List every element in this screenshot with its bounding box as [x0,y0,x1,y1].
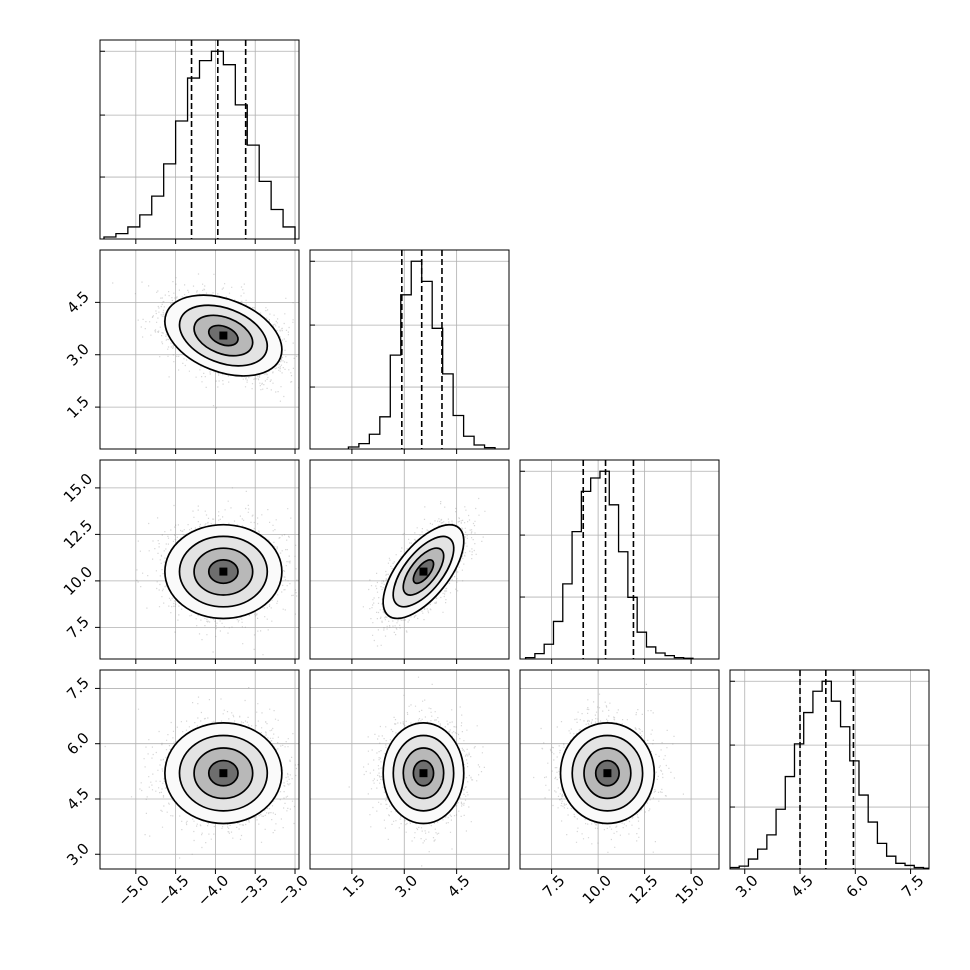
x-tick-label: −3.5 [234,871,272,909]
scatter-panel-2-3: 7.5 10.0 12.5 15.0 [519,669,720,908]
contour-line-3 [207,759,239,787]
x-tick-label: 3.0 [392,871,422,901]
y-tick-label: 3.0 [63,340,93,370]
contour-line-2 [193,747,254,800]
scatter-layer [112,273,299,409]
y-tick-label: 10.0 [60,563,96,599]
contour-line-0 [164,523,283,620]
panel-frame [309,249,510,450]
histogram-step-0 [103,50,296,239]
contour-line-3 [207,324,239,347]
x-tick-label: 4.5 [787,871,817,901]
x-tick-label: 12.5 [625,871,661,907]
scatter-panel-1-2 [309,459,510,664]
y-tick-label: 12.5 [60,516,96,552]
y-tick-label: 7.5 [63,674,93,704]
x-tick-label: −3.0 [273,871,311,909]
x-tick-label: 7.5 [898,871,928,901]
scatter-panel-0-2: 7.5 10.0 12.5 15.0 [60,459,300,664]
density-peak [219,331,228,340]
scatter-panel-0-1: 1.5 3.0 4.5 [63,249,300,454]
panel-frame [99,669,300,870]
x-tick-label: 7.5 [539,871,569,901]
scatter-layer [362,497,486,647]
scatter-panel-1-3: 1.5 3.0 4.5 [309,669,510,901]
panel-frame [99,249,300,450]
panel-frame [519,459,720,660]
y-tick-label: 6.0 [63,729,93,759]
scatter-layer [348,676,485,867]
x-tick-label: 10.0 [579,871,615,907]
y-tick-label: 4.5 [63,288,93,318]
x-tick-label: −5.0 [114,871,152,909]
histogram-panel-1 [309,249,510,454]
x-tick-label: −4.5 [154,871,192,909]
contour-line-1 [178,734,269,812]
scatter-layer [104,687,299,859]
contour-line-2 [402,547,445,596]
contour-line-3 [412,559,435,585]
panel-frame [309,459,510,660]
density-peak [603,769,612,778]
panel-frame [309,669,510,870]
contour-line-3 [207,559,239,585]
y-tick-label: 7.5 [63,613,93,643]
contour-line-2 [193,314,254,357]
density-peak [219,769,228,778]
density-peak [419,567,428,576]
y-tick-label: 1.5 [63,392,93,422]
x-tick-label: −4.0 [194,871,232,909]
histogram-panel-3: 3.0 4.5 6.0 7.5 [729,669,930,901]
histogram-step-3 [730,680,929,869]
x-tick-label: 4.5 [444,871,474,901]
contour-line-3 [594,759,620,787]
y-tick-label: 15.0 [60,470,96,506]
histogram-step-2 [524,470,694,659]
x-tick-label: 3.0 [732,871,762,901]
histogram-panel-0 [99,39,300,244]
x-tick-label: 6.0 [843,871,873,901]
x-tick-label: 15.0 [672,871,708,907]
contour-line-0 [382,722,465,825]
scatter-panel-0-3: 3.0 4.5 6.0 7.5 −5.0 −4.5 −4.0 −3.5 −3.0 [63,669,312,910]
histogram-panel-2 [519,459,720,664]
density-peak [419,769,428,778]
contour-line-2 [583,747,632,800]
scatter-layer [533,683,684,853]
contour-line-1 [392,734,455,812]
contour-line-1 [178,535,269,608]
y-tick-label: 3.0 [63,839,93,869]
contour-line-0 [164,294,283,377]
contour-line-1 [392,535,455,608]
contour-line-1 [178,304,269,367]
density-peak [219,567,228,576]
contour-line-1 [571,734,644,812]
panel-frame [519,669,720,870]
x-tick-label: 1.5 [339,871,369,901]
scatter-layer [136,487,299,656]
contour-line-0 [164,722,283,825]
panel-frame [729,669,930,870]
contour-line-2 [193,547,254,596]
y-tick-label: 4.5 [63,784,93,814]
contour-line-0 [559,722,656,825]
contour-line-3 [412,759,435,787]
contour-line-2 [402,747,445,800]
contour-line-0 [382,523,465,620]
panel-frame [99,39,300,240]
panel-frame [99,459,300,660]
